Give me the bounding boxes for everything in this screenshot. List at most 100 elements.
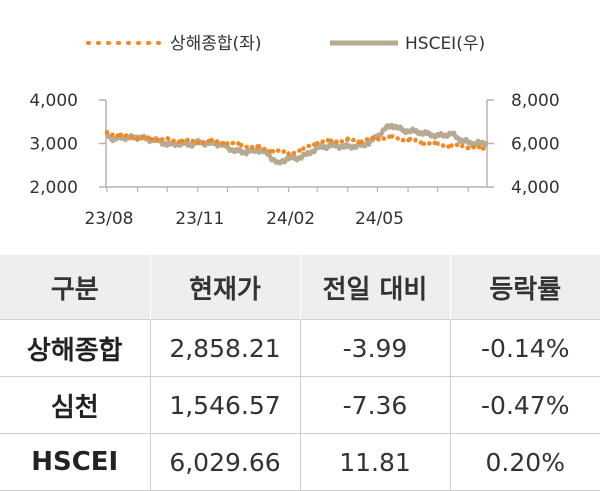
series-point-shanghai [480, 146, 486, 151]
series-point-shanghai [225, 141, 230, 146]
column-header-category: 구분 [0, 255, 150, 320]
y-left-tick-label: 3,000 [29, 135, 78, 155]
series-point-shanghai [104, 129, 110, 135]
y-left-tick-label: 2,000 [29, 178, 78, 198]
series-point-shanghai [449, 143, 454, 148]
series-point-shanghai [185, 137, 190, 143]
cell-price: 6,029.66 [149, 433, 300, 491]
series-point-shanghai [435, 141, 440, 146]
series-point-shanghai [413, 137, 418, 143]
series-point-shanghai [171, 138, 176, 144]
cell-price: 1,546.57 [149, 376, 300, 434]
column-header-price: 현재가 [149, 255, 300, 320]
series-point-shanghai [421, 141, 427, 147]
series-point-shanghai [400, 137, 406, 143]
series-point-shanghai [306, 143, 312, 149]
cell-change: -3.99 [299, 319, 450, 377]
x-tick-label: 24/05 [355, 209, 404, 229]
market-quote-table: 구분 현재가 전일 대비 등락률 상해종합 2,858.21 -3.99 -0.… [0, 255, 600, 491]
series-point-shanghai [154, 137, 160, 143]
series-point-shanghai [314, 141, 320, 146]
series-point-shanghai [190, 138, 196, 144]
series-point-shanghai [256, 144, 262, 149]
legend-label-hscei: HSCEI(우) [405, 34, 485, 54]
series-point-shanghai [110, 132, 115, 137]
series-point-shanghai [460, 143, 465, 149]
cell-index-name: 심천 [0, 376, 150, 434]
series-point-shanghai [440, 143, 446, 148]
series-point-shanghai [454, 142, 460, 148]
series-point-shanghai [407, 136, 413, 142]
cell-rate: -0.47% [449, 376, 600, 434]
series-point-shanghai [238, 142, 244, 148]
series-point-shanghai [334, 139, 339, 145]
series-point-shanghai [301, 146, 306, 151]
series-point-shanghai [262, 146, 267, 152]
y-right-tick-label: 4,000 [511, 178, 560, 198]
series-point-shanghai [140, 135, 146, 140]
series-point-shanghai [209, 137, 214, 143]
cell-change: 11.81 [299, 433, 450, 491]
series-point-shanghai [200, 140, 206, 145]
cell-price: 2,858.21 [149, 319, 300, 377]
table-header-row: 구분 현재가 전일 대비 등락률 [0, 255, 600, 320]
series-point-shanghai [135, 136, 140, 141]
series-point-shanghai [149, 136, 154, 142]
cell-index-name: 상해종합 [0, 319, 150, 377]
series-point-shanghai [214, 139, 220, 144]
series-point-shanghai [230, 140, 236, 146]
series-point-shanghai [370, 135, 375, 141]
x-tick-label: 23/08 [84, 209, 133, 229]
series-point-shanghai [286, 151, 291, 156]
series-point-shanghai [351, 137, 356, 143]
series-point-shanghai [339, 139, 345, 144]
cell-rate: 0.20% [449, 433, 600, 491]
cell-index-name: HSCEI [0, 433, 150, 491]
column-header-rate: 등락률 [449, 255, 600, 320]
series-point-shanghai [275, 148, 281, 153]
series-point-shanghai [129, 135, 134, 140]
axes: 4,000 3,000 2,000 8,000 6,000 4,000 23/08 23/11… [29, 91, 559, 229]
x-tick-label: 23/11 [175, 209, 224, 229]
series-point-shanghai [395, 136, 401, 141]
series-point-shanghai [328, 138, 334, 144]
series-point-shanghai [220, 141, 225, 146]
series-point-shanghai [381, 136, 387, 141]
y-right-tick-label: 6,000 [511, 135, 560, 155]
series-point-shanghai [291, 150, 297, 156]
series-point-shanghai [123, 133, 129, 138]
series-point-shanghai [359, 139, 364, 144]
cell-rate: -0.14% [449, 319, 600, 377]
dual-axis-line-chart: 상해종합(좌) HSCEI(우) 4,000 3,000 2,000 8,000 6,0… [29, 34, 559, 229]
series-point-shanghai [179, 138, 185, 144]
series-point-shanghai [345, 136, 351, 142]
series-point-shanghai [244, 144, 249, 150]
series-point-shanghai [281, 149, 287, 154]
series-point-shanghai [427, 141, 432, 146]
series-point-shanghai [160, 137, 165, 142]
series-point-shanghai [195, 140, 201, 145]
series-point-shanghai [376, 137, 381, 142]
legend: 상해종합(좌) HSCEI(우) [86, 34, 485, 54]
x-tick-label: 24/02 [266, 209, 315, 229]
series-line-hscei [104, 122, 489, 166]
cell-change: -7.36 [299, 376, 450, 434]
table-row-hscei: HSCEI 6,029.66 11.81 0.20% [0, 433, 600, 491]
legend-label-shanghai: 상해종합(좌) [170, 34, 261, 54]
table-row-shanghai: 상해종합 2,858.21 -3.99 -0.14% [0, 319, 600, 377]
column-header-change: 전일 대비 [299, 255, 450, 320]
series-point-shanghai [465, 145, 471, 151]
series-point-shanghai [118, 132, 124, 138]
series-point-shanghai [476, 144, 482, 150]
y-right-tick-label: 8,000 [511, 91, 560, 111]
series-point-shanghai [297, 148, 302, 153]
table-row-shenzhen: 심천 1,546.57 -7.36 -0.47% [0, 376, 600, 434]
y-left-tick-label: 4,000 [29, 91, 78, 111]
series-point-shanghai [165, 136, 171, 142]
series-point-shanghai [389, 134, 395, 139]
series-point-shanghai [249, 144, 255, 150]
series-point-shanghai [364, 137, 370, 142]
series-layer [104, 122, 489, 166]
series-point-shanghai [270, 149, 276, 154]
series-point-shanghai [320, 139, 326, 144]
